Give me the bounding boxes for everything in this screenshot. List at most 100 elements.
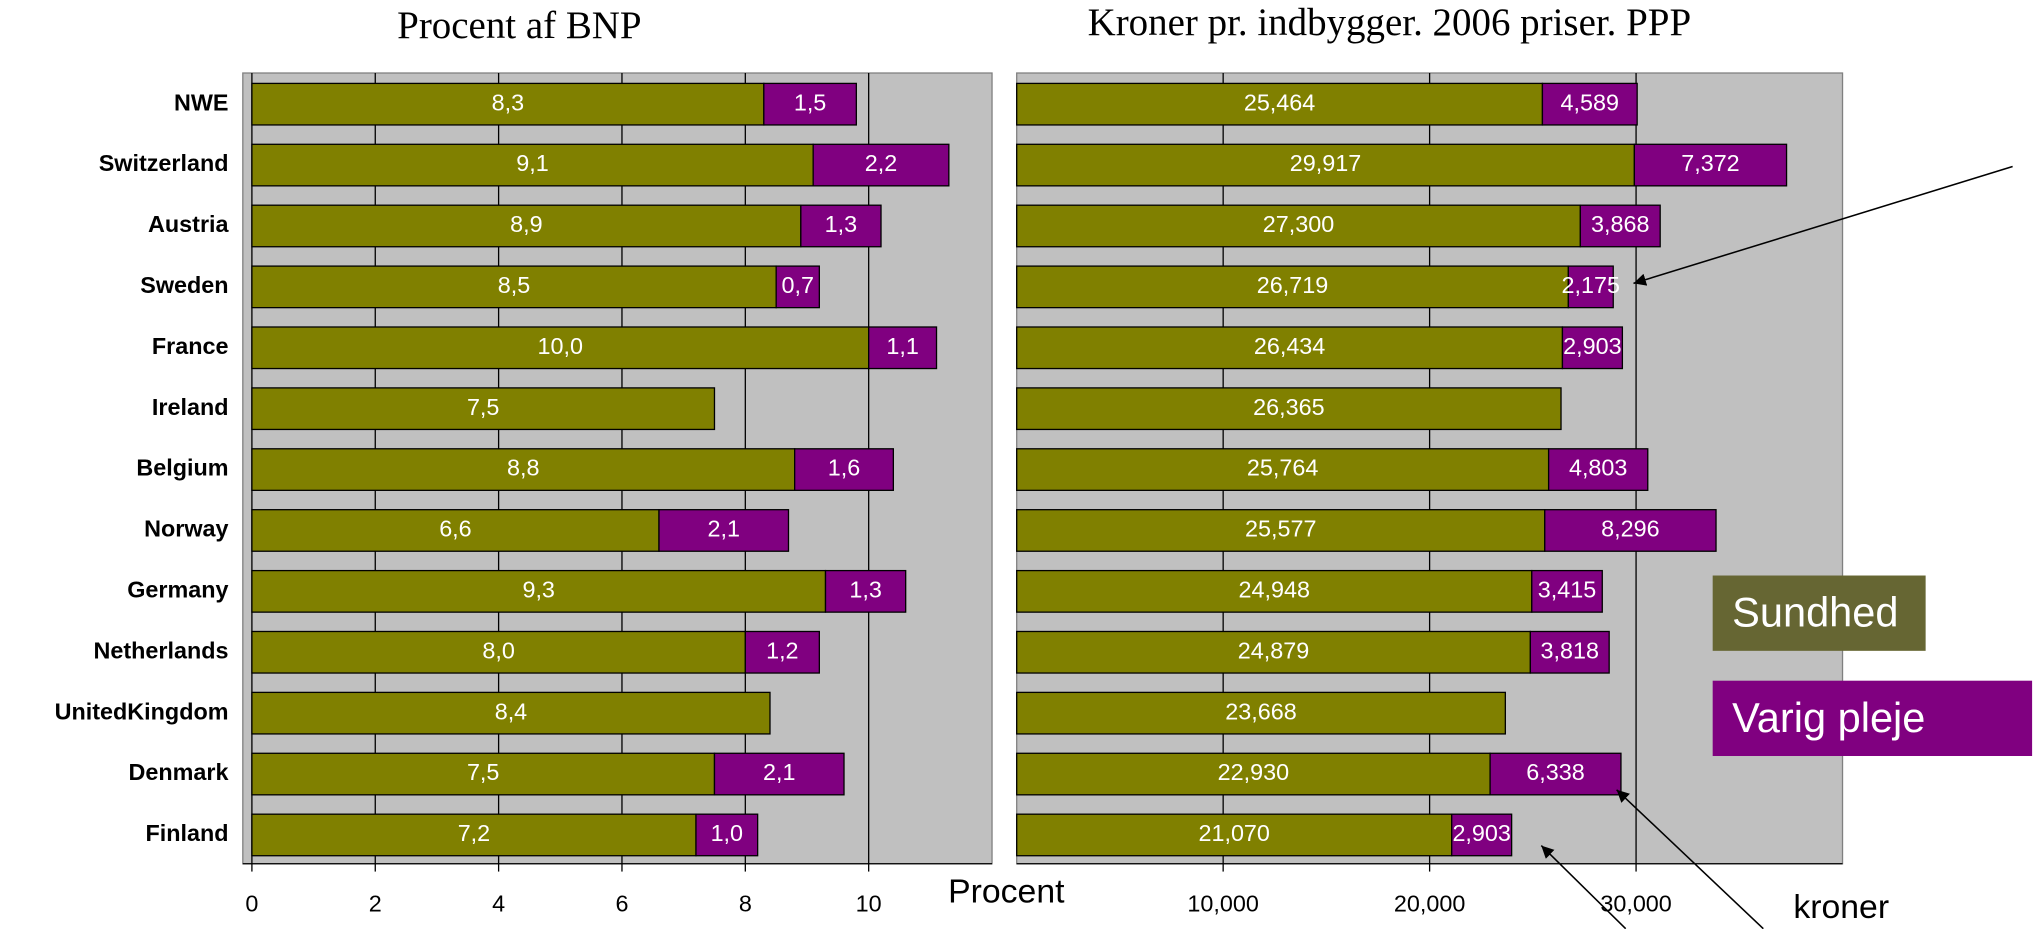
bar <box>1016 630 1531 674</box>
data-label: 2,903 <box>1563 333 1621 359</box>
data-label: 8,3 <box>492 89 524 115</box>
data-label: 9,1 <box>516 150 548 176</box>
x-tick-label: 10 <box>856 891 882 917</box>
bar <box>1016 569 1533 613</box>
data-label: 10,0 <box>538 333 583 359</box>
data-label: 8,5 <box>498 272 530 298</box>
data-label: 4,589 <box>1561 89 1619 115</box>
data-label: 6,6 <box>439 516 471 542</box>
data-label: 7,5 <box>467 394 499 420</box>
chart-title: Procent af BNP <box>397 4 641 47</box>
bar <box>251 82 765 126</box>
bar <box>1016 813 1453 857</box>
y-tick-label: Norway <box>144 516 228 542</box>
arrow <box>1540 845 1627 929</box>
y-tick-label: UnitedKingdom <box>55 698 229 724</box>
bar <box>1016 448 1550 491</box>
data-label: 21,070 <box>1198 820 1269 846</box>
x-axis-label: kroner <box>1793 888 1889 926</box>
data-label: 8,9 <box>510 211 542 237</box>
y-tick-label: Ireland <box>152 394 229 420</box>
bar <box>868 326 938 370</box>
bar <box>744 630 820 674</box>
arrow <box>1616 789 1764 929</box>
data-label: 25,577 <box>1245 516 1316 542</box>
data-label: 7,2 <box>458 820 490 846</box>
arrow <box>1633 165 2013 286</box>
bar <box>1567 265 1614 309</box>
bar <box>251 630 746 674</box>
bar <box>1547 448 1649 491</box>
bar <box>1451 813 1513 857</box>
data-label: 8,4 <box>495 698 527 724</box>
y-tick-label: France <box>152 333 229 359</box>
x-tick-label: 8 <box>739 891 752 917</box>
data-label: 1,3 <box>849 577 881 603</box>
bar <box>251 509 660 552</box>
bar <box>1544 509 1717 552</box>
x-tick-label: 2 <box>369 891 382 917</box>
data-label: 1,0 <box>711 820 743 846</box>
bar <box>1531 569 1603 613</box>
data-label: 3,868 <box>1591 211 1649 237</box>
bar <box>1016 82 1544 126</box>
data-label: 3,818 <box>1541 637 1599 663</box>
data-label: 1,1 <box>886 333 918 359</box>
bar <box>775 265 820 309</box>
x-tick-label: 0 <box>245 891 258 917</box>
y-tick-label: Belgium <box>136 455 228 481</box>
data-label: 24,879 <box>1238 637 1309 663</box>
bar <box>794 448 894 491</box>
bar <box>1561 326 1624 370</box>
data-label: 25,464 <box>1244 89 1315 115</box>
data-label: 26,434 <box>1254 333 1325 359</box>
data-label: 9,3 <box>522 577 554 603</box>
data-label: 2,1 <box>763 759 795 785</box>
bar <box>1489 752 1622 796</box>
data-label: 29,917 <box>1290 150 1361 176</box>
bar <box>1633 143 1788 187</box>
bar <box>1016 143 1636 187</box>
y-tick-label: Sweden <box>140 272 228 298</box>
x-tick-label: 30,000 <box>1600 891 1671 917</box>
bar <box>1016 691 1506 735</box>
data-label: 24,948 <box>1239 577 1310 603</box>
bar <box>251 752 716 796</box>
bar <box>763 82 857 126</box>
bar <box>251 265 777 309</box>
bar <box>1016 509 1546 552</box>
bar <box>251 691 771 735</box>
bar <box>658 509 790 552</box>
x-tick-label: 6 <box>615 891 628 917</box>
bar <box>251 387 716 431</box>
y-tick-label: Switzerland <box>99 150 229 176</box>
x-tick-label: 20,000 <box>1394 891 1465 917</box>
bar <box>800 204 882 248</box>
data-label: 2,1 <box>707 516 739 542</box>
legend-label: Sundhed <box>1732 589 1898 636</box>
data-label: 8,8 <box>507 455 539 481</box>
bar <box>713 752 845 796</box>
data-label: 2,175 <box>1562 272 1620 298</box>
y-tick-label: Netherlands <box>94 637 229 663</box>
bar <box>695 813 759 857</box>
data-label: 1,6 <box>828 455 860 481</box>
data-label: 23,668 <box>1225 698 1296 724</box>
bar <box>251 813 697 857</box>
data-label: 3,415 <box>1538 577 1596 603</box>
bar <box>251 569 827 613</box>
y-tick-label: NWE <box>174 89 229 115</box>
y-tick-label: Germany <box>127 577 228 603</box>
y-tick-label: Austria <box>148 211 229 237</box>
x-axis-label: Procent <box>948 873 1065 911</box>
data-label: 6,338 <box>1526 759 1584 785</box>
data-label: 2,2 <box>865 150 897 176</box>
data-label: 1,2 <box>766 637 798 663</box>
data-label: 27,300 <box>1263 211 1334 237</box>
y-tick-label: Finland <box>145 820 228 846</box>
data-label: 25,764 <box>1247 455 1318 481</box>
data-label: 7,372 <box>1681 150 1739 176</box>
bar <box>251 326 870 370</box>
data-label: 22,930 <box>1218 759 1289 785</box>
